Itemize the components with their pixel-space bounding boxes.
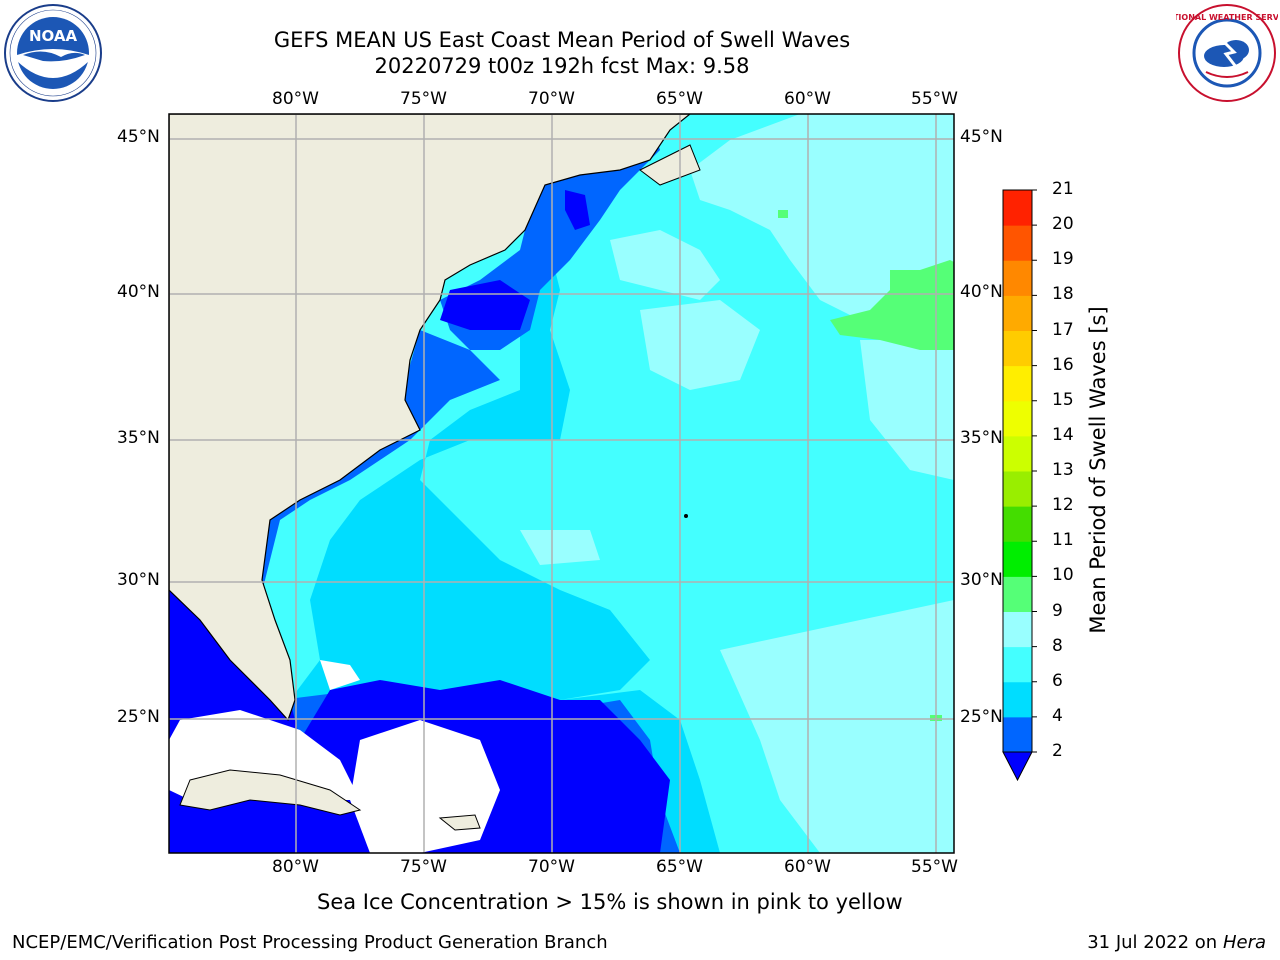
colorbar-segment [1003,295,1032,331]
colorbar-segment [1003,190,1032,226]
colorbar-tick-label: 2 [1052,741,1063,761]
colorbar-segment [1003,365,1032,402]
colorbar-tick-label: 21 [1052,179,1074,199]
lon-label-top: 65°W [656,89,703,109]
lon-label-bottom: 55°W [911,857,958,877]
colorbar-tick-label: 4 [1052,705,1063,726]
lon-label-top: 80°W [272,89,319,109]
swell-9-10-east [830,260,954,350]
swell-under2-gom [565,190,590,230]
colorbar-tick-label: 19 [1052,249,1074,270]
lat-label-left: 25°N [117,707,160,727]
swell-8-9-mid [610,230,720,300]
colorbar-tick-label: 13 [1052,460,1074,480]
swell-8-9-east [860,340,954,480]
noaa-logo-text: NOAA [29,27,78,45]
colorbar-title: Mean Period of Swell Waves [s] [1086,306,1110,634]
swell-8-9-center [640,300,760,390]
colorbar-segment [1003,435,1032,472]
colorbar-tick-label: 18 [1052,284,1074,305]
footer-date-text: 31 Jul 2022 on [1087,932,1223,953]
colorbar-under-arrow [1002,751,1033,782]
chart-title: GEFS MEAN US East Coast Mean Period of S… [273,28,851,52]
swell-8-9-southeast [720,600,954,853]
lat-label-right: 35°N [960,428,1003,448]
no-data-hispaniola [350,720,500,853]
nws-logo-ring-text: NATIONAL WEATHER SERVICE [1176,13,1278,22]
lat-label-right: 45°N [960,127,1003,147]
colorbar-tick-label: 17 [1052,319,1074,340]
colorbar-segment [1003,400,1032,437]
lon-label-bottom: 60°W [784,857,831,877]
chart-subtitle: 20220729 t00z 192h fcst Max: 9.58 [374,54,750,78]
swell-8-9-patch [520,530,600,565]
colorbar-tick-label: 11 [1052,530,1074,551]
colorbar-tick-label: 14 [1052,424,1074,445]
lon-label-top: 55°W [911,89,958,109]
lon-label-top: 75°W [400,89,447,109]
land-us-east-coast [169,114,691,722]
colorbar-tick-label: 12 [1052,495,1074,516]
colorbar-segment [1003,260,1032,296]
colorbar-segment [1003,471,1032,507]
lat-label-right: 25°N [960,707,1003,727]
colorbar-segment [1003,225,1032,261]
colorbar-segment [1003,716,1032,753]
lon-label-top: 60°W [784,89,831,109]
map-frame [168,113,955,854]
nws-logo: NATIONAL WEATHER SERVICE [1176,4,1278,102]
colorbar-tick-label: 10 [1052,565,1074,586]
sea-ice-caption: Sea Ice Concentration > 15% is shown in … [317,890,903,914]
colorbar-segment [1003,646,1032,683]
colorbar-tick-label: 20 [1052,214,1074,235]
colorbar-segment [1003,611,1032,648]
land-bermuda [684,514,688,518]
footer-branch: NCEP/EMC/Verification Post Processing Pr… [12,932,608,953]
lat-label-right: 30°N [960,570,1003,590]
colorbar-segment [1003,506,1032,542]
lat-label-left: 40°N [117,282,160,302]
land-cuba [179,769,362,816]
lat-label-left: 30°N [117,570,160,590]
colorbar-segment [1003,576,1032,612]
gridlines [169,114,954,853]
swell-4-6-shelf [290,114,650,720]
lon-label-top: 70°W [528,89,575,109]
colorbar-segment [1003,681,1032,718]
colorbar-tick-label: 9 [1052,600,1063,621]
land-hispaniola [438,814,481,831]
colorbar-segment [1003,330,1032,367]
colorbar-tick-label: 16 [1052,354,1074,375]
colorbar-tick-label: 15 [1052,389,1074,410]
lat-label-left: 35°N [117,428,160,448]
swell-8-9-north [690,114,954,330]
land-nova-scotia [639,144,701,186]
footer-machine: Hera [1222,932,1266,953]
lon-label-bottom: 65°W [656,857,703,877]
colorbar-segment [1003,541,1032,577]
noaa-logo: NOAA [4,4,102,102]
lon-label-bottom: 70°W [528,857,575,877]
lon-label-bottom: 80°W [272,857,319,877]
map-layers [169,114,954,853]
colorbar [1002,189,1037,782]
lat-label-right: 40°N [960,282,1003,302]
lat-label-left: 45°N [117,127,160,147]
footer-date: 31 Jul 2022 on Hera [1087,932,1266,953]
lon-label-bottom: 75°W [400,857,447,877]
colorbar-tick-label: 8 [1052,635,1063,656]
swell-under2-nj [440,280,530,330]
colorbar-tick-label: 6 [1052,670,1063,691]
